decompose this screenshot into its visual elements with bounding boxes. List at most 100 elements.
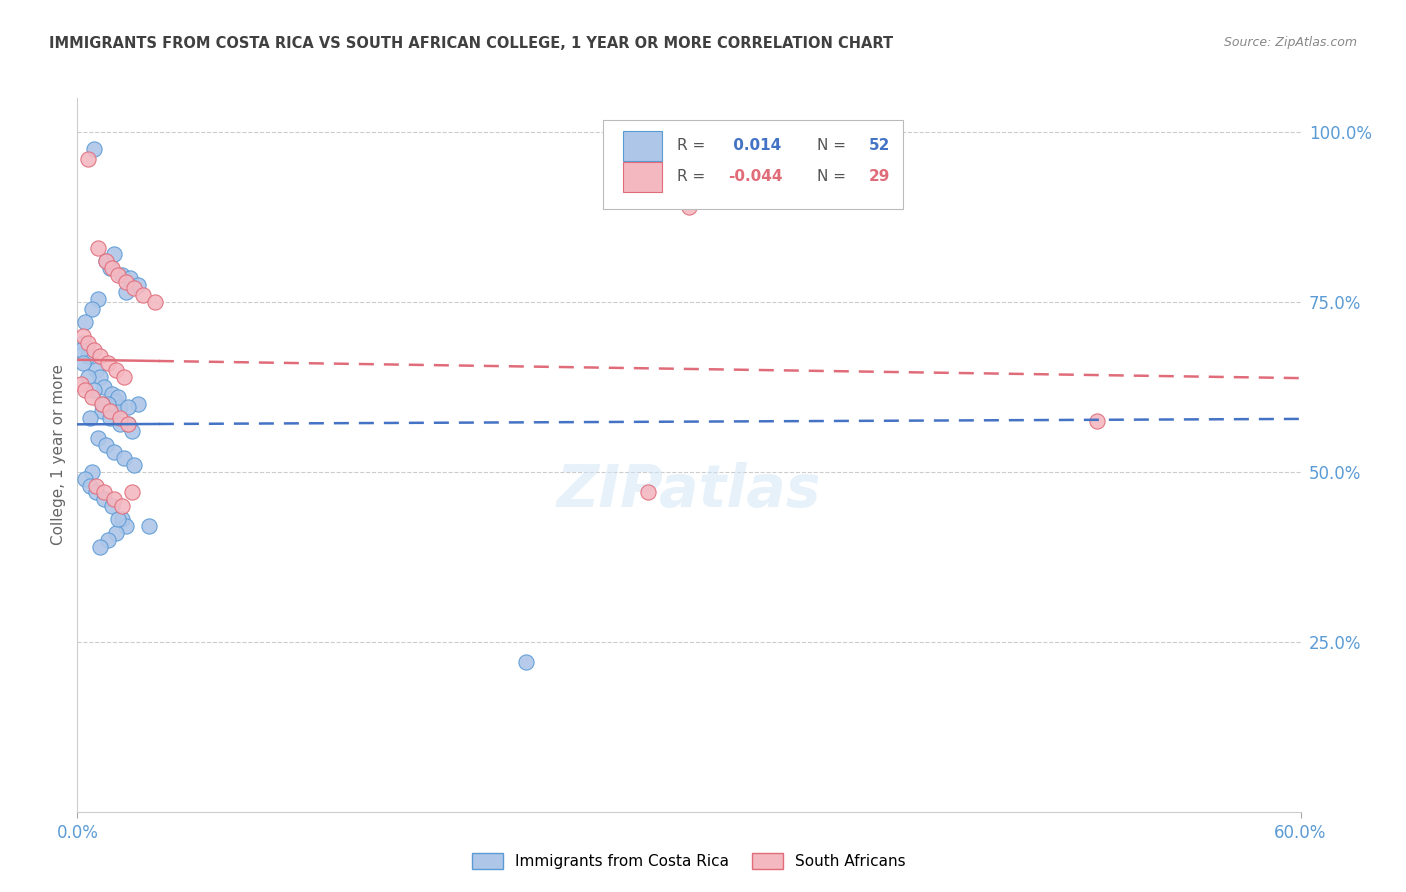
Point bbox=[84, 363, 107, 377]
Point bbox=[107, 268, 129, 282]
Point bbox=[93, 380, 115, 394]
Point bbox=[111, 499, 134, 513]
Point bbox=[1085, 414, 1108, 428]
Point bbox=[87, 431, 110, 445]
Point bbox=[128, 397, 150, 411]
Point bbox=[115, 519, 138, 533]
Point bbox=[84, 485, 107, 500]
Text: R =: R = bbox=[676, 138, 710, 153]
Point bbox=[76, 153, 98, 167]
Text: 29: 29 bbox=[869, 169, 890, 184]
Point bbox=[121, 424, 143, 438]
Point bbox=[94, 438, 117, 452]
Point bbox=[117, 401, 139, 415]
Point bbox=[108, 417, 131, 432]
Point bbox=[117, 417, 139, 432]
Point bbox=[79, 410, 101, 425]
Point bbox=[143, 295, 166, 310]
Point bbox=[83, 343, 105, 357]
Point bbox=[94, 254, 117, 268]
Point bbox=[90, 403, 112, 417]
Text: N =: N = bbox=[817, 138, 851, 153]
Point bbox=[80, 390, 103, 404]
Point bbox=[101, 499, 124, 513]
Point bbox=[98, 260, 121, 275]
Point bbox=[80, 301, 103, 316]
Point bbox=[75, 384, 97, 398]
Point bbox=[98, 410, 121, 425]
Point bbox=[89, 540, 111, 554]
Point bbox=[121, 485, 143, 500]
Point bbox=[124, 281, 146, 295]
Text: N =: N = bbox=[817, 169, 851, 184]
Point bbox=[103, 492, 125, 507]
Point bbox=[111, 268, 134, 282]
Point bbox=[103, 444, 125, 458]
Point bbox=[105, 526, 128, 541]
Point bbox=[103, 247, 125, 261]
Point bbox=[93, 485, 115, 500]
Point bbox=[97, 533, 120, 547]
Point bbox=[70, 376, 93, 391]
FancyBboxPatch shape bbox=[623, 131, 662, 161]
Text: Source: ZipAtlas.com: Source: ZipAtlas.com bbox=[1223, 36, 1357, 49]
Y-axis label: College, 1 year or more: College, 1 year or more bbox=[51, 365, 66, 545]
Point bbox=[87, 241, 110, 255]
Point bbox=[108, 410, 131, 425]
Point bbox=[115, 285, 138, 299]
Point bbox=[83, 384, 105, 398]
Point bbox=[107, 512, 129, 526]
Point bbox=[89, 350, 111, 364]
Point bbox=[105, 363, 128, 377]
Point bbox=[75, 472, 97, 486]
Point bbox=[117, 417, 139, 432]
Text: ZIPatlas: ZIPatlas bbox=[557, 462, 821, 519]
Point bbox=[72, 335, 94, 350]
Point bbox=[128, 278, 150, 293]
Point bbox=[94, 254, 117, 268]
Point bbox=[90, 397, 112, 411]
Point bbox=[120, 271, 142, 285]
Point bbox=[72, 329, 94, 343]
Point bbox=[75, 315, 97, 329]
Point bbox=[80, 465, 103, 479]
FancyBboxPatch shape bbox=[603, 120, 903, 209]
Point bbox=[678, 136, 700, 150]
Point bbox=[72, 356, 94, 370]
Point bbox=[97, 356, 120, 370]
Point bbox=[76, 335, 98, 350]
Point bbox=[112, 451, 135, 466]
Point bbox=[111, 512, 134, 526]
Point bbox=[131, 288, 153, 302]
Point bbox=[101, 260, 124, 275]
Point bbox=[93, 492, 115, 507]
Point bbox=[70, 343, 93, 357]
Point bbox=[84, 478, 107, 492]
Point bbox=[637, 485, 659, 500]
Point bbox=[98, 403, 121, 417]
Text: -0.044: -0.044 bbox=[728, 169, 783, 184]
Point bbox=[76, 350, 98, 364]
Point bbox=[124, 458, 146, 472]
Point bbox=[97, 397, 120, 411]
Point bbox=[89, 369, 111, 384]
Text: 52: 52 bbox=[869, 138, 890, 153]
Point bbox=[678, 200, 700, 214]
FancyBboxPatch shape bbox=[623, 161, 662, 192]
Point bbox=[112, 369, 135, 384]
Point bbox=[105, 393, 128, 408]
Point bbox=[87, 292, 110, 306]
Point bbox=[138, 519, 160, 533]
Point bbox=[79, 478, 101, 492]
Point bbox=[101, 386, 124, 401]
Point bbox=[83, 142, 105, 156]
Point bbox=[108, 401, 131, 415]
Text: R =: R = bbox=[676, 169, 710, 184]
Legend: Immigrants from Costa Rica, South Africans: Immigrants from Costa Rica, South Africa… bbox=[467, 847, 911, 875]
Point bbox=[90, 397, 112, 411]
Point bbox=[115, 275, 138, 289]
Point bbox=[107, 390, 129, 404]
Text: IMMIGRANTS FROM COSTA RICA VS SOUTH AFRICAN COLLEGE, 1 YEAR OR MORE CORRELATION : IMMIGRANTS FROM COSTA RICA VS SOUTH AFRI… bbox=[49, 36, 893, 51]
Point bbox=[515, 655, 537, 669]
Text: 0.014: 0.014 bbox=[728, 138, 782, 153]
